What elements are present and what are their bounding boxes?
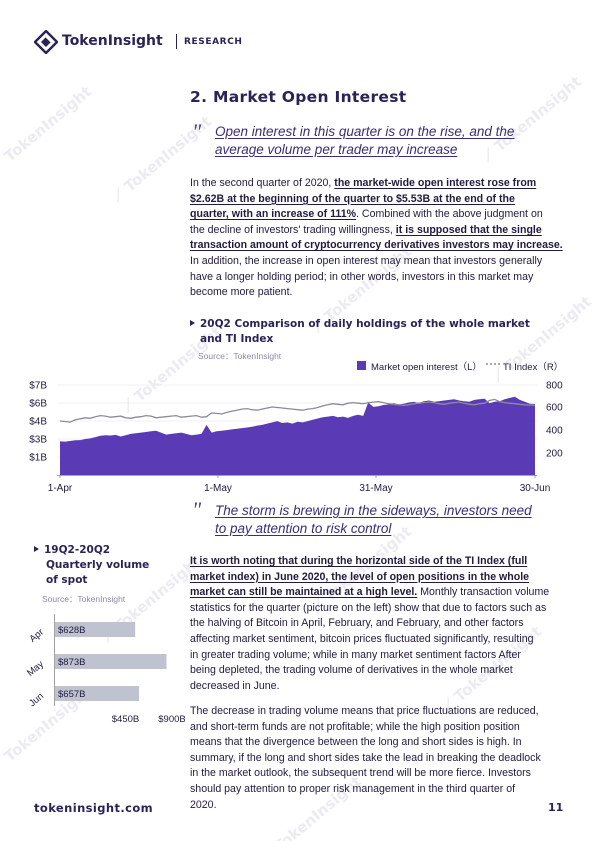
section-title: 2. Market Open Interest xyxy=(190,88,407,106)
text-line: should pay attention to proper risk mana… xyxy=(190,782,516,795)
y-left-tick-label: $4B xyxy=(29,417,47,428)
text-line: become more patient. xyxy=(190,286,293,299)
open-interest-chart: $7B $6B $4B $3B $1B 800 600 400 200 1-Apr 1-May 3… xyxy=(29,381,563,495)
text-line: affecting market sentiment, bitcoin pric… xyxy=(190,632,534,645)
text-run: In the second quarter of 2020, xyxy=(190,177,335,189)
tokeninsight-logo-icon xyxy=(34,30,58,54)
page-number: 11 xyxy=(548,801,564,814)
x-tick-label: 31-May xyxy=(359,483,392,494)
chart-title-line: of spot xyxy=(46,574,88,586)
x-tick-label: 30-Jun xyxy=(520,483,551,494)
x-tick-label: 1-Apr xyxy=(48,483,73,494)
highlight-text: It is worth noting that during the horiz… xyxy=(190,555,528,567)
text-line: means that the divergence between the lo… xyxy=(190,736,522,749)
text-line: In addition, the increase in open intere… xyxy=(190,254,543,267)
text-line: The decrease in trading volume means tha… xyxy=(190,705,539,717)
highlight-text: quarter, with an increase of 111% xyxy=(190,208,357,221)
header-section-label: RESEARCH xyxy=(184,37,243,47)
footer-website: tokeninsight.com xyxy=(34,801,154,815)
chart-title: 20Q2 Comparison of daily holdings of the… xyxy=(190,317,530,347)
text-line: being depleted, the trading volume of de… xyxy=(190,664,513,677)
bar-value-label: $628B xyxy=(58,625,85,636)
y-right-tick-label: 200 xyxy=(546,449,563,460)
pull-quote-line: to pay attention to risk control xyxy=(215,521,392,536)
text-line: the halving of Bitcoin in April, Februar… xyxy=(190,617,524,630)
highlight-text: the market-wide open interest rose from xyxy=(334,177,537,189)
y-left-tick-label: $1B xyxy=(29,453,47,464)
y-right-tick-label: 600 xyxy=(546,403,563,414)
text-line: in the market outlook, the subsequent tr… xyxy=(190,767,531,780)
pull-quote-line: average volume per trader may increase xyxy=(215,142,458,157)
text-line: 2020. xyxy=(190,798,217,811)
chart-title-line: Quarterly volume xyxy=(46,559,150,571)
triangle-bullet-icon xyxy=(34,546,39,552)
text-line: summary, if the long and short sides tak… xyxy=(190,751,541,764)
text-line: and short-term funds are not profitable;… xyxy=(190,720,520,733)
bar-value-label: $873B xyxy=(58,657,85,668)
ti-index-line xyxy=(59,398,536,423)
y-left-tick-label: $3B xyxy=(29,435,47,446)
paragraph-open-interest: In the second quarter of 2020, the marke… xyxy=(190,176,570,301)
pull-quote: The storm is brewing in the sideways, in… xyxy=(215,502,532,538)
brand-name: TokenInsight xyxy=(62,33,163,49)
highlight-text: transaction amount of cryptocurrency der… xyxy=(190,239,563,252)
category-label: Apr xyxy=(28,627,46,645)
pull-quote-line: The storm is brewing in the sideways, in… xyxy=(215,503,532,518)
watermark: ⟋ TokenInsight xyxy=(0,82,95,176)
quote-mark-icon: " xyxy=(192,119,202,144)
text-line: statistics for the quarter (picture on t… xyxy=(190,601,547,614)
highlight-text: it is supposed that the single xyxy=(395,223,542,236)
paragraph-sideways: It is worth noting that during the horiz… xyxy=(190,554,570,694)
chart-title: 19Q2-20Q2 Quarterly volume of spot xyxy=(34,543,149,588)
y-left-tick-label: $7B xyxy=(29,381,47,392)
pull-quote: Open interest in this quarter is on the … xyxy=(215,123,514,159)
highlight-text: market can still be maintained at a high… xyxy=(190,586,418,599)
bar xyxy=(55,686,139,701)
header-divider xyxy=(176,34,177,49)
text-line: have a longer holding period; in other w… xyxy=(190,270,534,283)
legend-label-ti-index: TI Index（R） xyxy=(503,362,564,373)
bar xyxy=(55,622,136,637)
chart-title-line: 19Q2-20Q2 xyxy=(44,544,111,556)
pull-quote-line: Open interest in this quarter is on the … xyxy=(215,124,515,139)
text-line: decreased in June. xyxy=(190,679,280,692)
legend-label-open-interest: Market open interest（L） xyxy=(371,362,482,373)
chart-title-line: and TI Index xyxy=(200,333,274,345)
legend-swatch-open-interest xyxy=(357,361,366,370)
spot-volume-chart: $628B $873B $657B Apr May Jun $450B $900B xyxy=(25,614,185,725)
highlight-text: $2.62B at the beginning of the quarter t… xyxy=(190,192,515,205)
bar xyxy=(55,654,167,669)
text-run: . Combined with the above judgment on xyxy=(356,208,543,221)
text-run: the decline of investors' trading willin… xyxy=(190,223,396,236)
x-tick-label: $900B xyxy=(158,714,185,725)
quote-mark-icon: " xyxy=(192,497,202,522)
y-right-tick-label: 400 xyxy=(546,426,563,437)
category-label: May xyxy=(25,659,46,679)
y-right-tick-label: 800 xyxy=(546,381,563,392)
chart-source: Source：TokenInsight xyxy=(42,594,126,604)
chart-source: Source：TokenInsight xyxy=(198,351,282,361)
text-run: Monthly transaction volume xyxy=(417,586,550,599)
bar-value-label: $657B xyxy=(58,689,85,700)
category-label: Jun xyxy=(27,691,46,709)
x-tick-label: 1-May xyxy=(204,483,232,494)
legend-swatch-ti-index xyxy=(486,363,500,365)
y-left-tick-label: $6B xyxy=(29,399,47,410)
triangle-bullet-icon xyxy=(190,320,195,326)
open-interest-area xyxy=(60,396,535,475)
chart-title-line: 20Q2 Comparison of daily holdings of the… xyxy=(200,318,530,330)
x-tick-label: $450B xyxy=(112,714,139,725)
text-line: in greater trading volume; while in many… xyxy=(190,648,521,661)
highlight-text: market index) in June 2020, the level of… xyxy=(190,570,530,583)
paragraph-risk: The decrease in trading volume means tha… xyxy=(190,704,570,813)
